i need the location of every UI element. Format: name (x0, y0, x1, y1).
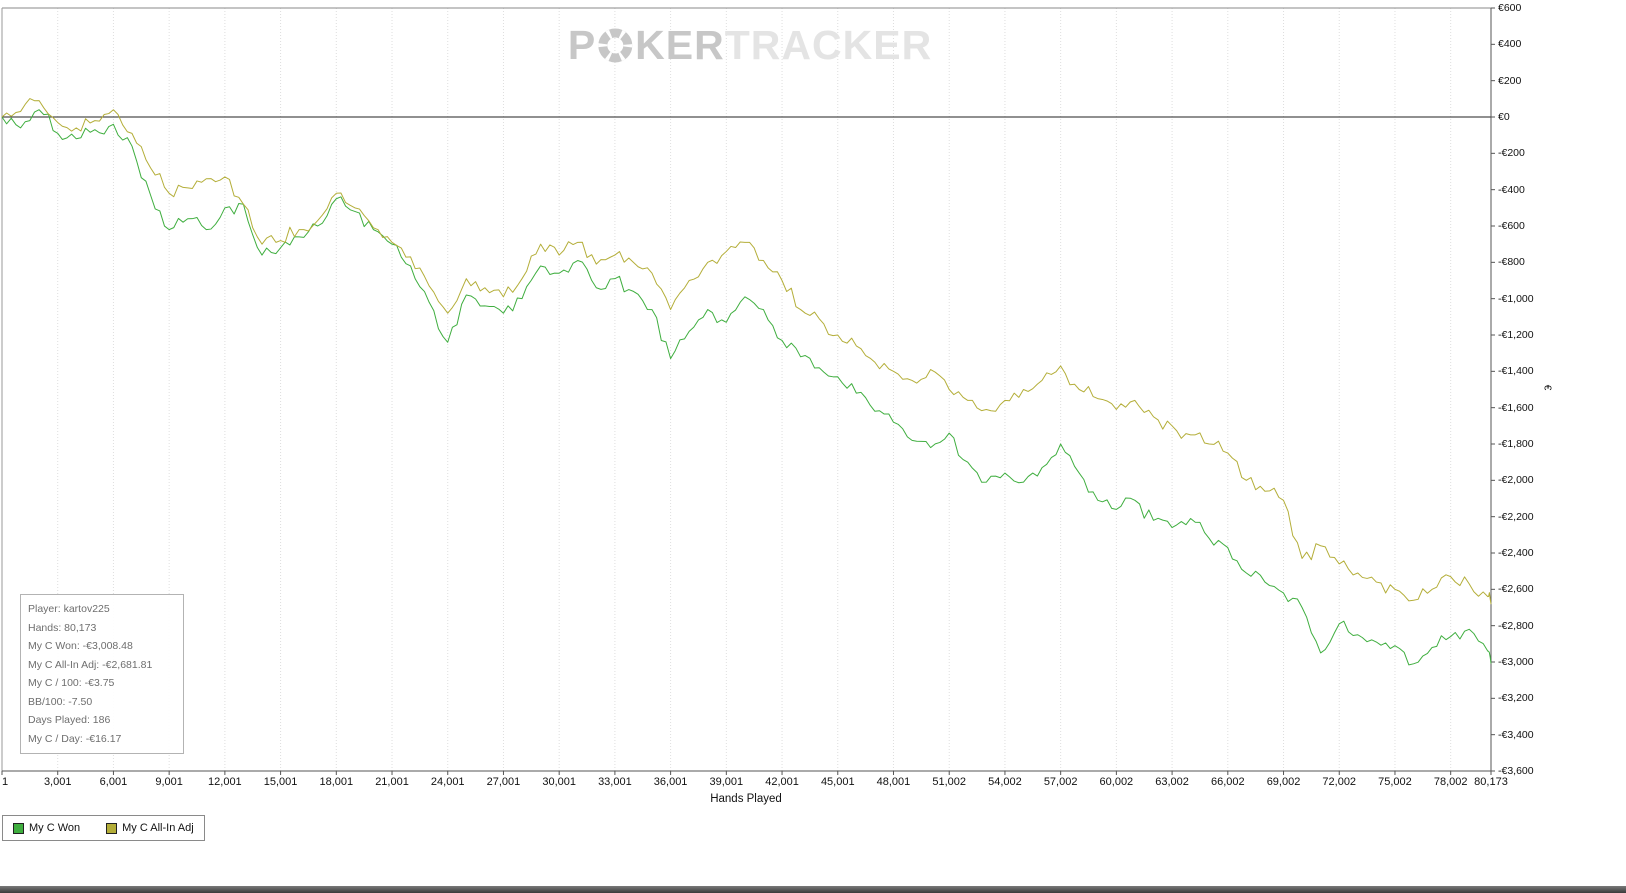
legend-item-my-c-all-in-adj[interactable]: My C All-In Adj (106, 822, 194, 834)
stats-line: Days Played: 186 (28, 714, 111, 726)
my-c-all-in-adj-line (1, 98, 1492, 605)
stats-line: My C All-In Adj: -€2,681.81 (28, 658, 153, 671)
x-axis-title: Hands Played (710, 793, 782, 805)
window-bottom-edge (0, 886, 1626, 893)
legend: My C Won My C All-In Adj (2, 815, 205, 841)
watermark-text-ker: KER (635, 22, 725, 68)
stats-line: BB/100: -7.50 (28, 695, 93, 708)
stats-line: My C / Day: -€16.17 (28, 732, 122, 745)
legend-label-my-c-all-in-adj: My C All-In Adj (122, 822, 194, 834)
my-c-won-line (1, 109, 1492, 666)
legend-item-my-c-won[interactable]: My C Won (13, 822, 80, 834)
my-c-won-swatch (13, 822, 24, 834)
stats-line: Hands: 80,173 (28, 621, 97, 634)
poker-chip-icon (597, 27, 634, 64)
watermark-text-p: P (567, 22, 597, 68)
y-axis-title: € (1541, 384, 1553, 391)
pokertracker-watermark: P KERTRACKER (568, 22, 932, 69)
watermark-text-tracker: TRACKER (724, 22, 933, 68)
stats-line: Player: kartov225 (28, 603, 110, 615)
legend-label-my-c-won: My C Won (29, 822, 81, 834)
stats-line: My C Won: -€3,008.48 (28, 640, 133, 652)
stats-line: My C / 100: -€3.75 (28, 677, 115, 689)
my-c-all-in-adj-swatch (106, 822, 118, 834)
session-stats-box: Player: kartov225 Hands: 80,173 My C Won: … (20, 594, 184, 754)
